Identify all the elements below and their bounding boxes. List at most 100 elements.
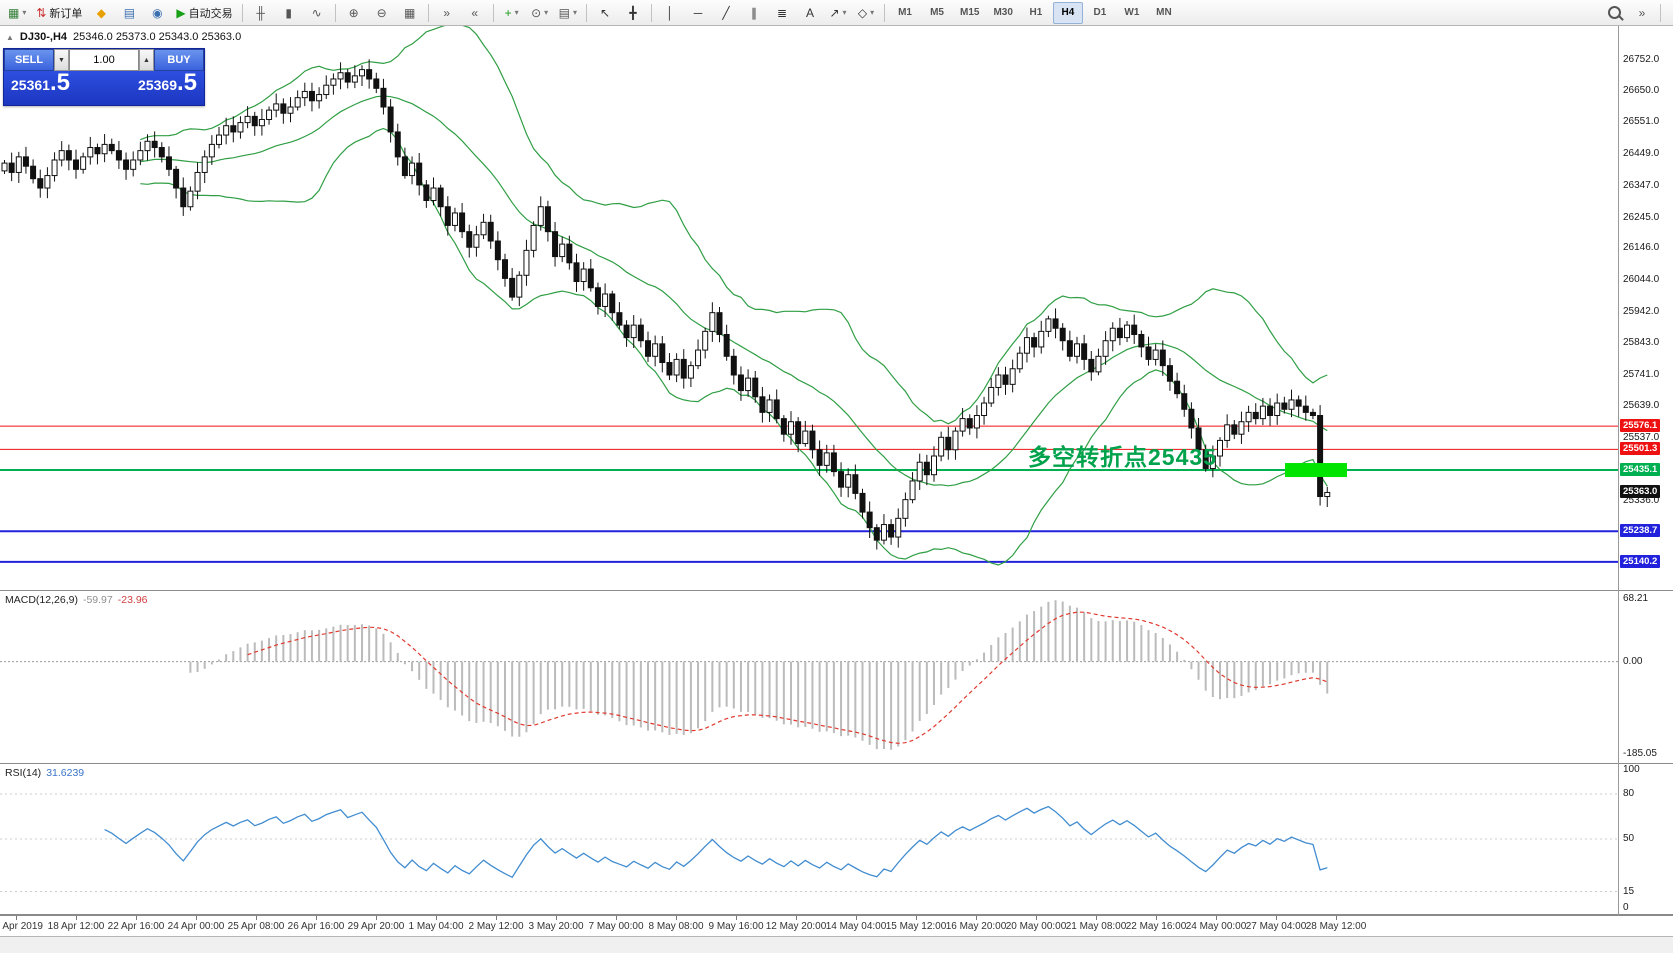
timeframe-h1[interactable]: H1 (1029, 7, 1043, 18)
status-strip (0, 936, 1673, 953)
bar-chart-button[interactable]: ╫ (248, 2, 274, 24)
toolbar-overflow-button[interactable]: » (1629, 2, 1655, 24)
time-axis-tick (16, 916, 17, 920)
time-axis-label: 27 May 04:00 (1245, 921, 1307, 932)
chart-area: ▲ DJ30-,H4 25346.0 25373.0 25343.0 25363… (0, 26, 1673, 953)
navigator-button[interactable]: ◉ (144, 2, 170, 24)
price-axis-tag: 25501.3 (1620, 442, 1661, 456)
rsi-axis[interactable]: 100 80 50 15 0 (1619, 764, 1673, 914)
time-axis-label: 25 Apr 08:00 (227, 921, 285, 932)
macd-pane[interactable]: MACD(12,26,9) -59.97 -23.96 (0, 591, 1618, 763)
pane-separator[interactable] (0, 763, 1673, 764)
time-axis-tick (1096, 916, 1097, 920)
buy-button[interactable]: BUY (154, 49, 204, 71)
indicators-button[interactable]: + ▾ (499, 2, 525, 24)
time-axis-tick (856, 916, 857, 920)
macd-axis[interactable]: 68.21 0.00 -185.05 (1619, 591, 1673, 763)
new-order-button[interactable]: ⇅ 新订单 (32, 2, 86, 24)
time-axis-tick (1036, 916, 1037, 920)
toolbar-separator (884, 3, 886, 22)
volume-decrease-button[interactable]: ▼ (54, 49, 69, 71)
new-chart-button[interactable]: ▦ ▾ (4, 2, 30, 24)
time-axis-label: 24 May 00:00 (1185, 921, 1247, 932)
search-button[interactable] (1601, 2, 1627, 24)
time-axis-tick (316, 916, 317, 920)
chart-shift-button[interactable]: « (462, 2, 488, 24)
auto-scroll-button[interactable]: » (434, 2, 460, 24)
arrow-tools-button[interactable]: ↗ ▾ (825, 2, 851, 24)
time-axis-tick (496, 916, 497, 920)
pane-separator[interactable] (0, 914, 1673, 915)
shapes-icon: ◇ (857, 5, 868, 20)
crosshair-button[interactable]: ╋ (620, 2, 646, 24)
crosshair-icon: ╋ (629, 5, 637, 20)
price-chart-pane[interactable]: ▲ DJ30-,H4 25346.0 25373.0 25343.0 25363… (0, 26, 1618, 590)
price-axis-label: 25537.0 (1623, 432, 1660, 444)
sell-button[interactable]: SELL (4, 49, 54, 71)
trendline-button[interactable]: ╱ (713, 2, 739, 24)
market-watch-button[interactable]: ▤ (116, 2, 142, 24)
timeframe-m30[interactable]: M30 (993, 7, 1013, 18)
time-axis-label: 7 May 00:00 (588, 921, 644, 932)
shapes-button[interactable]: ◇ ▾ (853, 2, 879, 24)
time-axis-label: 24 Apr 00:00 (167, 921, 225, 932)
timeframe-h4[interactable]: H4 (1052, 1, 1083, 24)
buy-price[interactable]: 25369 .5 (138, 71, 197, 95)
toolbar-separator (651, 3, 653, 22)
chart-header: ▲ DJ30-,H4 25346.0 25373.0 25343.0 25363… (6, 31, 241, 43)
trade-panel-prices: 25361 .5 25369 .5 (4, 71, 204, 105)
autotrading-button[interactable]: ▶ 自动交易 (172, 2, 236, 24)
tile-windows-button[interactable]: ▦ (397, 2, 423, 24)
timeframe-m5[interactable]: M5 (930, 7, 944, 18)
price-axis-label: 26752.0 (1623, 53, 1660, 65)
price-chart-canvas[interactable] (0, 26, 1618, 590)
zoom-out-button[interactable]: ⊖ (369, 2, 395, 24)
main-toolbar: ▦ ▾ ⇅ 新订单 ◆ ▤ ◉ ▶ 自动交易 ╫ ▮ ∿ ⊕ ⊖ ▦» «+ ▾ ⊙ ▾ ▤ ▾ ↖ ╋ │ ─ ╱ ∥ ≣ A ↗ ▾ ◇ ▾… (0, 0, 1673, 26)
time-axis-label: 20 May 00:00 (1005, 921, 1067, 932)
zoom-in-button[interactable]: ⊕ (341, 2, 367, 24)
macd-axis-label: -185.05 (1623, 748, 1657, 759)
rsi-pane[interactable]: RSI(14) 31.6239 (0, 764, 1618, 914)
vertical-line-button[interactable]: │ (657, 2, 683, 24)
time-axis-tick (76, 916, 77, 920)
macd-canvas[interactable] (0, 591, 1618, 763)
toolbar-right-groups: » (1600, 2, 1673, 24)
pane-separator[interactable] (0, 590, 1673, 591)
collapse-trade-panel-icon[interactable]: ▲ (6, 32, 14, 42)
volume-input[interactable] (69, 49, 139, 71)
channel-button[interactable]: ∥ (741, 2, 767, 24)
price-axis[interactable]: 26752.0 26650.0 26551.0 26449.0 26347.0 26245… (1619, 26, 1673, 590)
metaeditor-button[interactable]: ◆ (88, 2, 114, 24)
cursor-button[interactable]: ↖ (592, 2, 618, 24)
time-axis-tick (196, 916, 197, 920)
periods-button[interactable]: ⊙ ▾ (527, 2, 553, 24)
time-axis-tick (676, 916, 677, 920)
time-axis-label: 28 May 12:00 (1305, 921, 1367, 932)
rsi-axis-label: 80 (1623, 788, 1635, 799)
candlestick-chart-button[interactable]: ▮ (276, 2, 302, 24)
price-axis-tag: 25363.0 (1620, 485, 1661, 499)
text-button[interactable]: A (797, 2, 823, 24)
volume-increase-button[interactable]: ▲ (139, 49, 154, 71)
price-axis-label: 25741.0 (1623, 368, 1660, 380)
templates-icon: ▤ (558, 5, 570, 20)
timeframe-mn[interactable]: MN (1156, 7, 1172, 18)
channel-icon: ∥ (751, 5, 758, 20)
horizontal-line-button[interactable]: ─ (685, 2, 711, 24)
templates-button[interactable]: ▤ ▾ (555, 2, 581, 24)
sell-price[interactable]: 25361 .5 (11, 71, 70, 95)
macd-axis-label: 68.21 (1623, 593, 1649, 604)
timeframe-d1[interactable]: D1 (1093, 7, 1107, 18)
price-axis-label: 26044.0 (1623, 274, 1660, 286)
rsi-canvas[interactable] (0, 764, 1618, 914)
time-axis-label: 26 Apr 16:00 (287, 921, 345, 932)
fibonacci-button[interactable]: ≣ (769, 2, 795, 24)
timeframe-m1[interactable]: M1 (898, 7, 912, 18)
toolbar-separator (427, 3, 429, 22)
timeframe-w1[interactable]: W1 (1124, 7, 1140, 18)
chevron-down-icon: ▾ (22, 8, 27, 17)
line-chart-button[interactable]: ∿ (304, 2, 330, 24)
timeframe-m15[interactable]: M15 (960, 7, 980, 18)
annotation-text[interactable]: 多空转折点25435 (1028, 444, 1217, 470)
